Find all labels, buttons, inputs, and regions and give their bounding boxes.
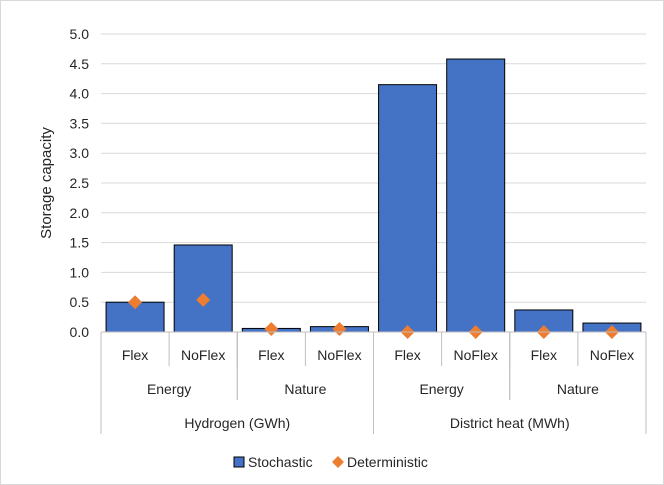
x-category-label: Flex [258, 347, 284, 363]
x-category-label: Flex [531, 347, 557, 363]
y-tick-label: 4.5 [70, 56, 90, 72]
bar-stochastic [446, 58, 506, 333]
x-category-label: NoFlex [454, 347, 498, 363]
y-tick-label: 0.0 [70, 324, 90, 340]
legend: Stochastic Deterministic [233, 454, 428, 470]
x-category-label: Flex [394, 347, 420, 363]
y-tick-label: 1.5 [70, 235, 90, 251]
x-category-label: NoFlex [181, 347, 225, 363]
x-category-label: NoFlex [317, 347, 361, 363]
y-tick-label: 2.0 [70, 205, 90, 221]
x-category-label: Flex [122, 347, 148, 363]
legend-label: Deterministic [347, 454, 428, 470]
legend-swatch-stochastic [233, 456, 245, 468]
y-tick-label: 5.0 [70, 26, 90, 42]
y-tick-label: 3.5 [70, 115, 90, 131]
x-category-label: NoFlex [590, 347, 634, 363]
bar-stochastic [378, 84, 438, 333]
x-scenario-label: Nature [284, 381, 326, 397]
y-tick-label: 0.5 [70, 294, 90, 310]
deterministic-markers [128, 292, 619, 339]
y-tick-label: 4.0 [70, 86, 90, 102]
x-carrier-label: District heat (MWh) [450, 415, 570, 431]
x-carrier-label: Hydrogen (GWh) [184, 415, 290, 431]
marker-deterministic [332, 322, 347, 337]
legend-swatch-deterministic [332, 456, 344, 468]
y-tick-label: 2.5 [70, 175, 90, 191]
y-tick-label: 3.0 [70, 145, 90, 161]
y-axis-title: Storage capacity [38, 127, 55, 239]
axes: 0.0 0.5 1.0 1.5 2.0 2.5 3.0 3.5 4.0 4.5 5.0 Flex NoF… [70, 26, 647, 434]
marker-deterministic [264, 322, 279, 337]
legend-label: Stochastic [248, 454, 313, 470]
x-scenario-label: Energy [419, 381, 463, 397]
x-scenario-label: Energy [147, 381, 191, 397]
marker-deterministic [196, 292, 211, 307]
bar-stochastic [173, 244, 233, 333]
y-tick-label: 1.0 [70, 264, 90, 280]
marker-deterministic [128, 295, 143, 310]
x-scenario-label: Nature [557, 381, 599, 397]
bars [105, 58, 642, 333]
